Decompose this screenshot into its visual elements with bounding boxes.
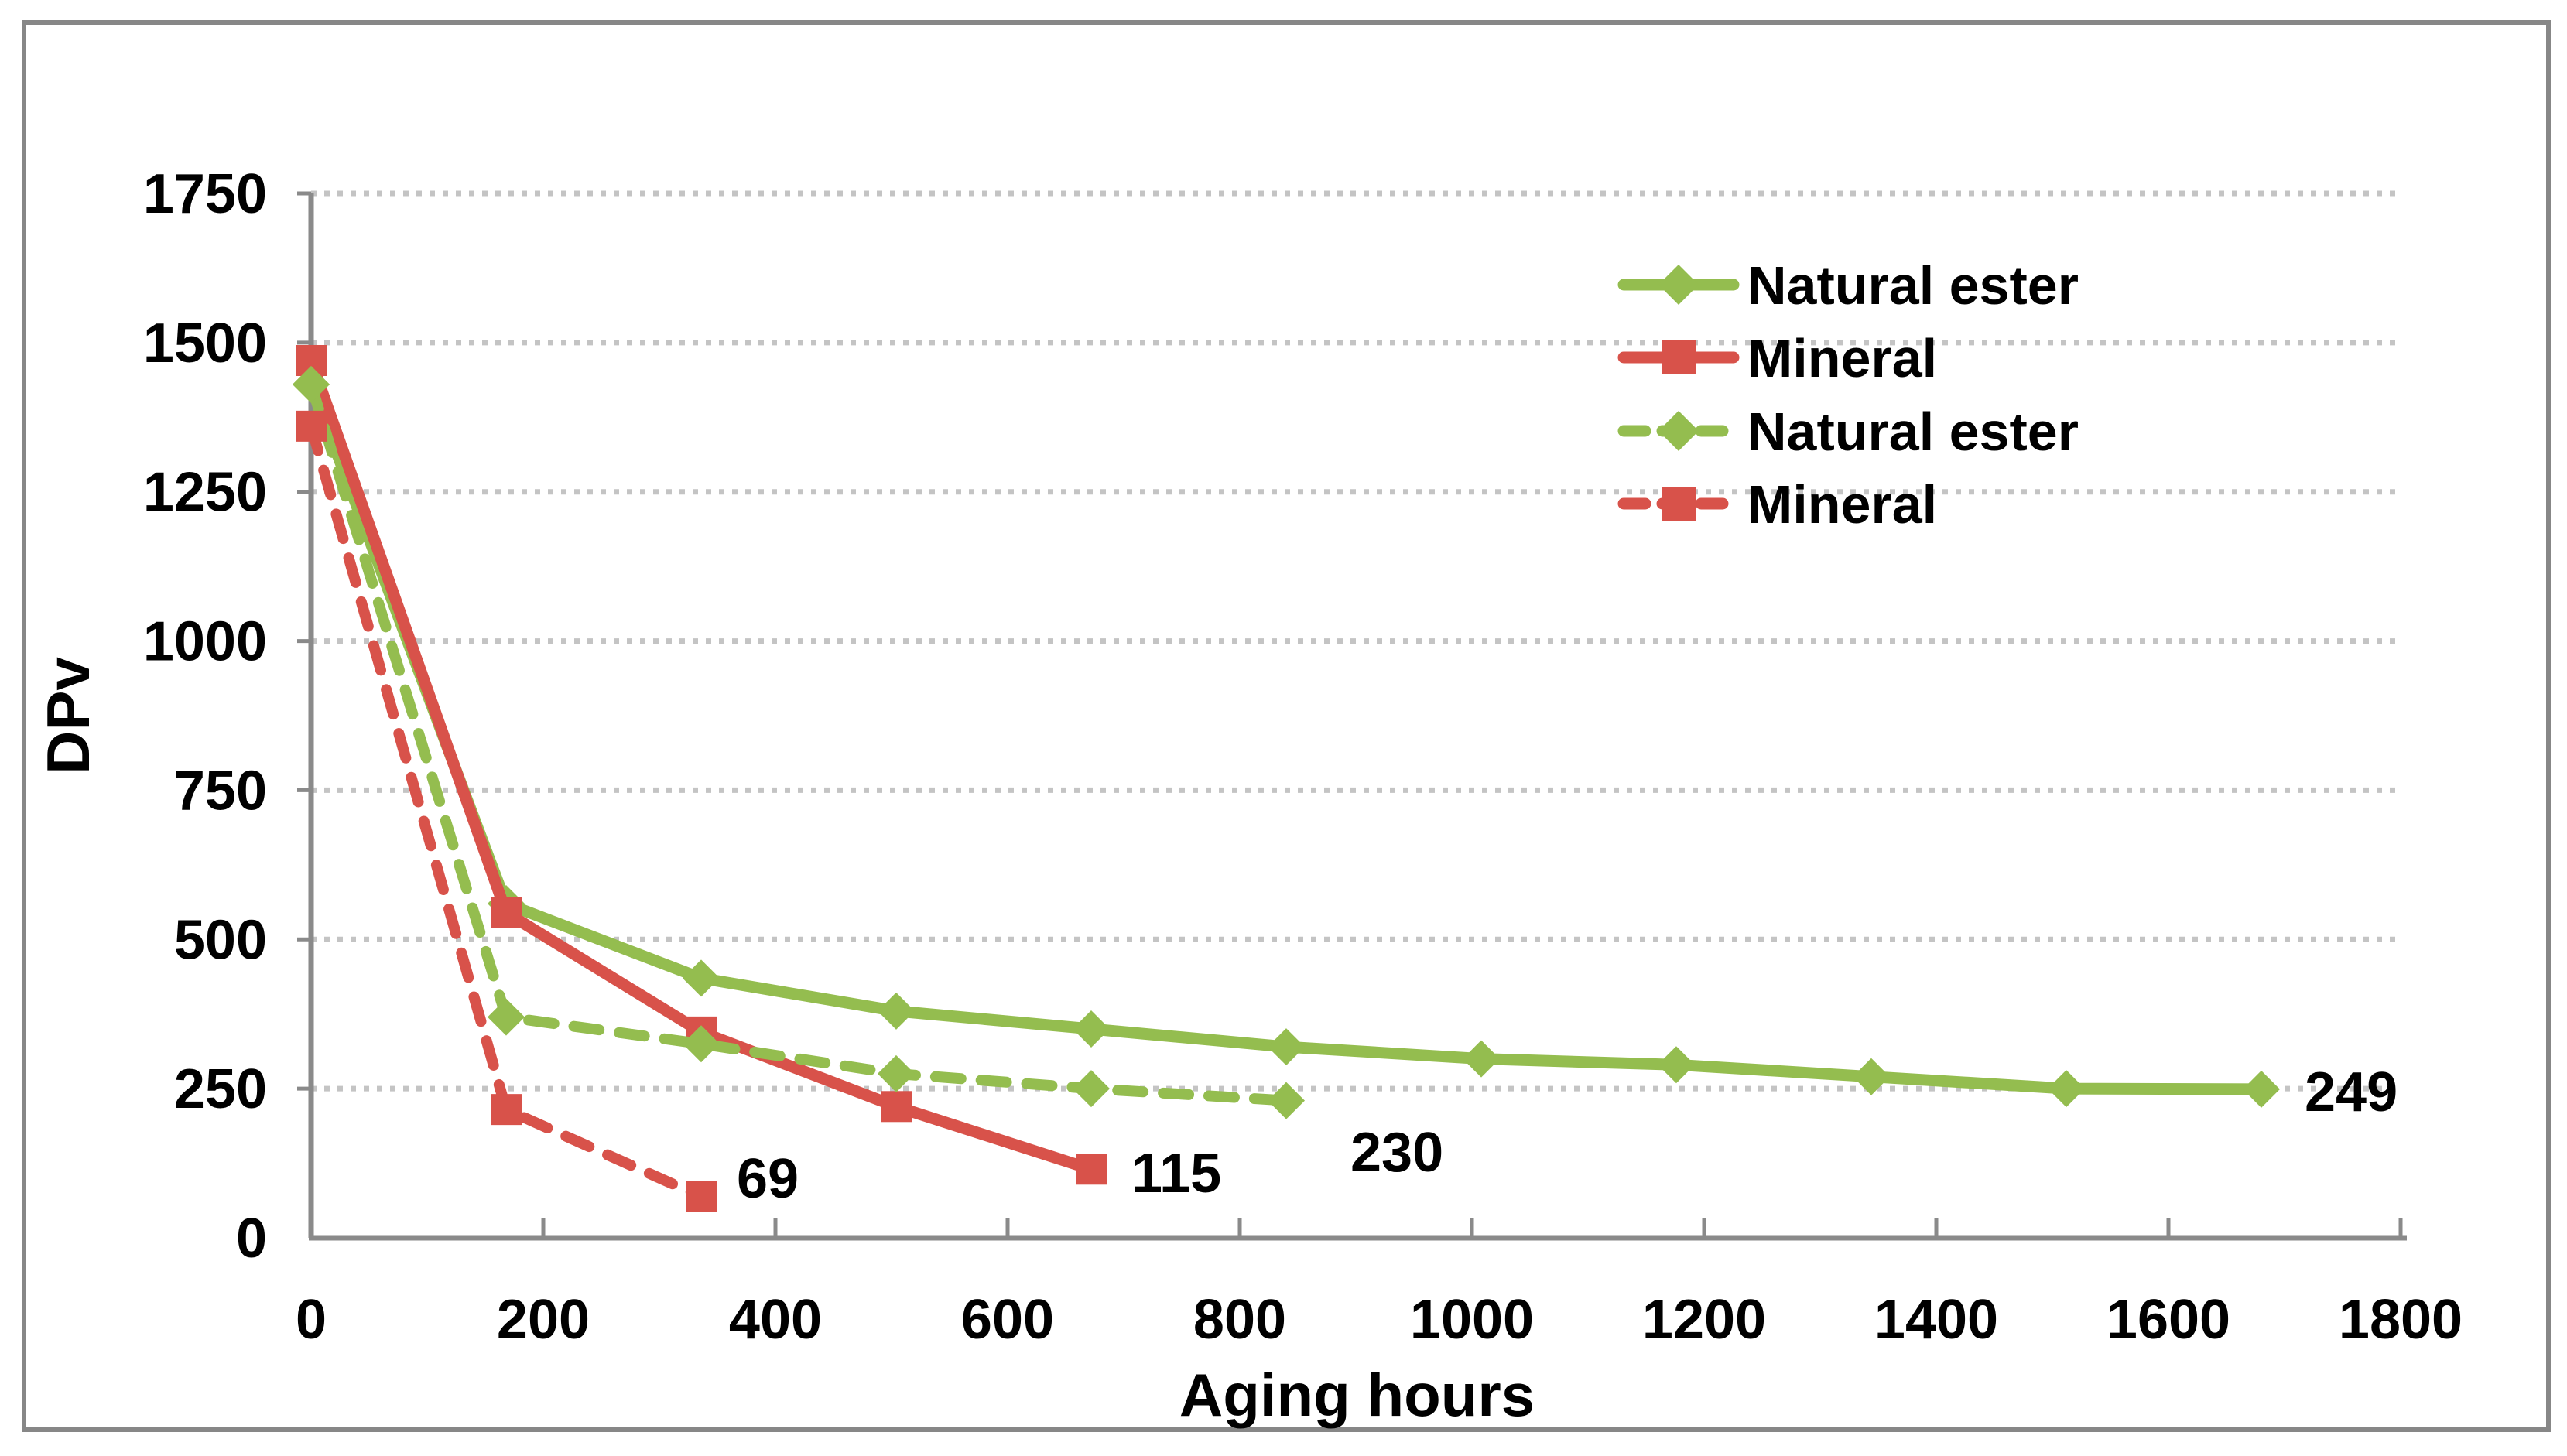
y-tick-label-500: 500: [174, 909, 267, 971]
data-point-mineral-dashed-0h: [296, 410, 327, 442]
annotation-label-249: 249: [2305, 1061, 2398, 1123]
data-point-mineral-solid-504h: [881, 1091, 912, 1123]
legend-marker-square-1: [1662, 340, 1696, 374]
legend-label-0: Natural ester: [1747, 255, 2079, 316]
x-axis-title: Aging hours: [1179, 1361, 1535, 1429]
series-line-natural-ester-dashed: [306, 378, 1292, 1106]
data-point-natural-ester-solid-336h: [683, 959, 720, 997]
legend-label-3: Mineral: [1747, 474, 1937, 535]
data-point-natural-ester-solid-1344h: [1853, 1058, 1890, 1095]
annotation-label-115: 115: [1131, 1143, 1221, 1205]
data-point-natural-ester-dashed-0h: [293, 365, 330, 403]
data-point-natural-ester-dashed-336h: [683, 1025, 720, 1063]
x-tick-label-1200: 1200: [1642, 1289, 1766, 1351]
x-tick-label-1800: 1800: [2339, 1289, 2463, 1351]
annotation-label-230: 230: [1350, 1122, 1443, 1184]
legend-marker-diamond-0: [1658, 265, 1699, 305]
data-point-mineral-dashed-336h: [686, 1181, 717, 1212]
y-tick-label-1000: 1000: [143, 611, 267, 673]
data-point-natural-ester-solid-1176h: [1658, 1046, 1695, 1084]
data-point-natural-ester-solid-1512h: [2048, 1070, 2085, 1108]
x-tick-label-1600: 1600: [2107, 1289, 2230, 1351]
x-tick-label-800: 800: [1193, 1289, 1286, 1351]
legend-marker-diamond-2: [1658, 411, 1699, 451]
x-tick-label-200: 200: [497, 1289, 590, 1351]
data-point-natural-ester-solid-504h: [878, 992, 915, 1030]
data-point-natural-ester-dashed-168h: [488, 998, 525, 1036]
y-tick-label-250: 250: [174, 1058, 267, 1120]
x-tick-label-400: 400: [729, 1289, 822, 1351]
y-tick-label-1500: 1500: [143, 313, 267, 374]
legend-marker-square-3: [1662, 487, 1696, 521]
y-tick-label-750: 750: [174, 760, 267, 822]
legend-label-2: Natural ester: [1747, 402, 2079, 462]
data-point-natural-ester-solid-840h: [1268, 1028, 1305, 1066]
legend-label-1: Mineral: [1747, 328, 1937, 388]
data-point-natural-ester-dashed-504h: [878, 1054, 915, 1092]
data-point-natural-ester-dashed-672h: [1073, 1070, 1110, 1108]
y-axis-title: DPv: [34, 657, 102, 774]
data-point-mineral-dashed-168h: [491, 1094, 522, 1126]
x-tick-label-600: 600: [961, 1289, 1054, 1351]
figure-border: [22, 20, 2551, 1432]
data-point-mineral-solid-168h: [491, 897, 522, 928]
annotation-label-69: 69: [737, 1148, 799, 1210]
y-tick-label-1750: 1750: [143, 163, 267, 225]
x-tick-label-0: 0: [296, 1289, 327, 1351]
data-point-mineral-solid-672h: [1076, 1154, 1107, 1185]
x-tick-label-1400: 1400: [1874, 1289, 1998, 1351]
y-tick-label-0: 0: [236, 1208, 267, 1270]
data-point-natural-ester-dashed-840h: [1268, 1082, 1305, 1119]
data-point-natural-ester-solid-1008h: [1463, 1040, 1500, 1078]
x-tick-label-1000: 1000: [1410, 1289, 1534, 1351]
data-point-natural-ester-solid-672h: [1073, 1010, 1110, 1048]
data-point-natural-ester-solid-1680h: [2243, 1070, 2280, 1108]
y-tick-label-1250: 1250: [143, 462, 267, 524]
